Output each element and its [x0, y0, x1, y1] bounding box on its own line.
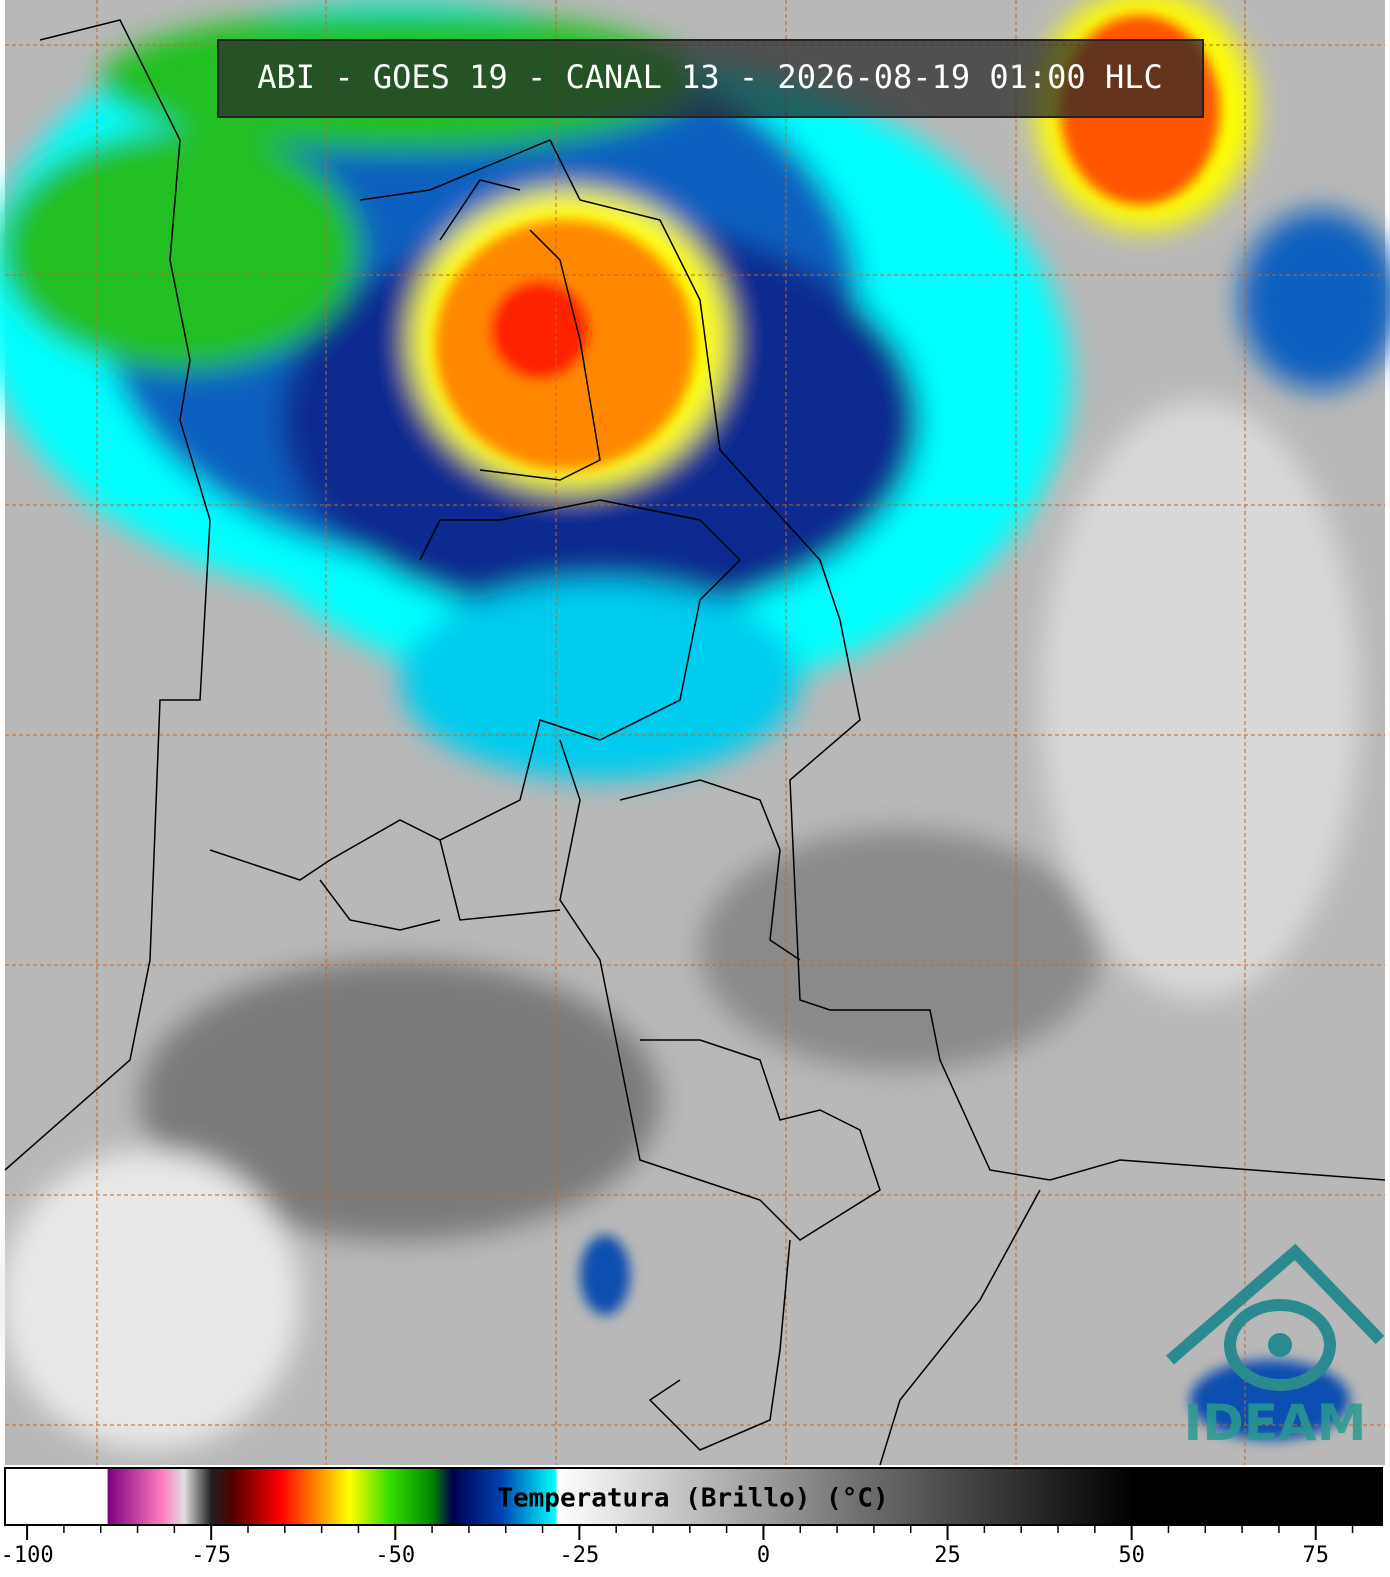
tick-label: -100 [1, 1543, 54, 1568]
tick-label: -50 [375, 1543, 415, 1568]
borders [4, 19, 1386, 1466]
tick-label: -25 [559, 1543, 599, 1568]
tick-label: 25 [934, 1543, 961, 1568]
map-title: ABI - GOES 19 - CANAL 13 - 2026-08-19 01… [257, 58, 1162, 96]
lat-lon-grid [5, 0, 1385, 1465]
tick-label: -75 [191, 1543, 231, 1568]
colorbar-label: Temperatura (Brillo) (°C) [497, 1484, 888, 1514]
satellite-image [0, 0, 1390, 1465]
logo-text: IDEAM [1184, 1394, 1367, 1452]
tick-label: 50 [1118, 1543, 1145, 1568]
title-box: ABI - GOES 19 - CANAL 13 - 2026-08-19 01… [217, 39, 1204, 118]
logo: IDEAM [1166, 1243, 1385, 1452]
tick-label: 75 [1302, 1543, 1329, 1568]
tick-label: 0 [757, 1543, 770, 1568]
colorbar: Temperatura (Brillo) (°C) -100 -75 -50 -25 0… [1, 1467, 1383, 1568]
